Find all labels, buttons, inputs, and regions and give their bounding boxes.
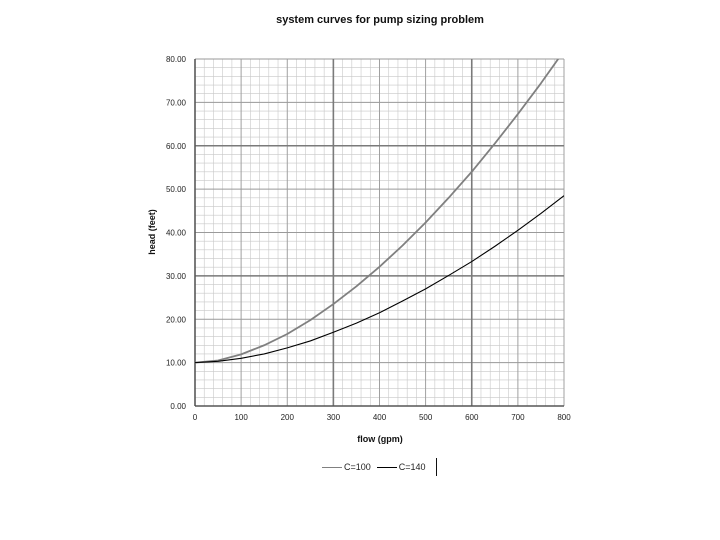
x-tick-label: 600 [465, 413, 479, 422]
y-tick-label: 30.00 [166, 272, 187, 281]
y-tick-label: 20.00 [166, 315, 187, 324]
y-tick-label: 80.00 [166, 55, 187, 64]
series-line-c-100 [195, 59, 560, 364]
y-tick-label: 0.00 [170, 402, 186, 411]
series-layer [195, 59, 564, 364]
y-axis-label: head (feet) [147, 209, 157, 255]
x-tick-label: 300 [327, 413, 341, 422]
legend-label-c140: C=140 [398, 462, 426, 472]
x-tick-label: 100 [234, 413, 248, 422]
y-tick-label: 50.00 [166, 185, 187, 194]
legend-swatch-c100 [322, 466, 342, 468]
y-tick-label: 40.00 [166, 229, 187, 238]
y-tick-label: 70.00 [166, 98, 187, 107]
y-tick-label: 60.00 [166, 142, 187, 151]
series-line-c-140 [195, 195, 564, 364]
x-tick-label: 0 [193, 413, 198, 422]
x-tick-label: 400 [373, 413, 387, 422]
tick-layer: 0 100 200 300 400 500 600 700 800 0.00 10.00 20.00 3… [166, 55, 571, 422]
legend-label-c100: C=100 [344, 462, 371, 472]
legend: C=100 C=140 [322, 458, 437, 476]
legend-item-c140: C=140 [376, 462, 426, 472]
x-tick-label: 800 [557, 413, 571, 422]
y-tick-label: 10.00 [166, 359, 187, 368]
x-tick-label: 500 [419, 413, 433, 422]
x-tick-label: 200 [281, 413, 295, 422]
legend-swatch-c140 [376, 466, 397, 468]
x-axis-label: flow (gpm) [357, 434, 403, 444]
chart-title: system curves for pump sizing problem [276, 14, 484, 26]
x-tick-label: 700 [511, 413, 525, 422]
grid-major [194, 58, 565, 407]
legend-item-c100: C=100 [322, 462, 371, 472]
